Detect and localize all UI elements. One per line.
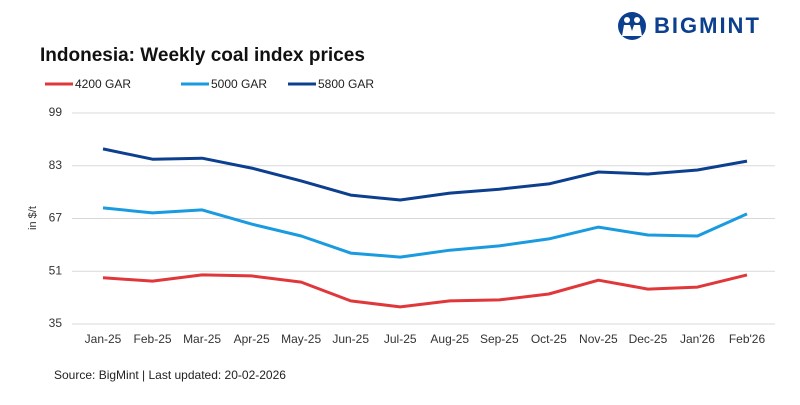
y-axis-label: in $/t bbox=[27, 206, 39, 230]
source-note: Source: BigMint | Last updated: 20-02-20… bbox=[54, 368, 286, 382]
x-tick-label: Aug-25 bbox=[430, 332, 469, 346]
x-tick-label: Oct-25 bbox=[531, 332, 567, 346]
x-tick-label: Apr-25 bbox=[234, 332, 270, 346]
x-tick-label: Jan'26 bbox=[680, 332, 715, 346]
series-line bbox=[102, 273, 748, 309]
y-tick-label: 35 bbox=[49, 316, 63, 330]
x-tick-label: Jan-25 bbox=[85, 332, 122, 346]
chart-title: Indonesia: Weekly coal index prices bbox=[40, 45, 365, 66]
series-line bbox=[102, 147, 748, 202]
logo-icon bbox=[618, 12, 646, 40]
x-tick-label: Nov-25 bbox=[579, 332, 618, 346]
logo-text: BIGMINT bbox=[654, 13, 761, 38]
y-tick-label: 83 bbox=[49, 158, 63, 172]
legend-label: 5800 GAR bbox=[318, 77, 374, 91]
x-tick-label: Jul-25 bbox=[384, 332, 417, 346]
legend-label: 4200 GAR bbox=[75, 77, 131, 91]
x-tick-label: Sep-25 bbox=[480, 332, 519, 346]
x-tick-label: Mar-25 bbox=[183, 332, 221, 346]
x-tick-label: Jun-25 bbox=[332, 332, 369, 346]
x-tick-label: Feb'26 bbox=[729, 332, 766, 346]
x-tick-label: Feb-25 bbox=[134, 332, 172, 346]
series-line bbox=[102, 206, 748, 259]
y-tick-label: 99 bbox=[49, 105, 63, 119]
y-tick-label: 67 bbox=[49, 211, 63, 225]
y-tick-label: 51 bbox=[49, 263, 63, 277]
x-tick-label: Dec-25 bbox=[629, 332, 668, 346]
x-tick-label: May-25 bbox=[281, 332, 321, 346]
legend-label: 5000 GAR bbox=[211, 77, 267, 91]
